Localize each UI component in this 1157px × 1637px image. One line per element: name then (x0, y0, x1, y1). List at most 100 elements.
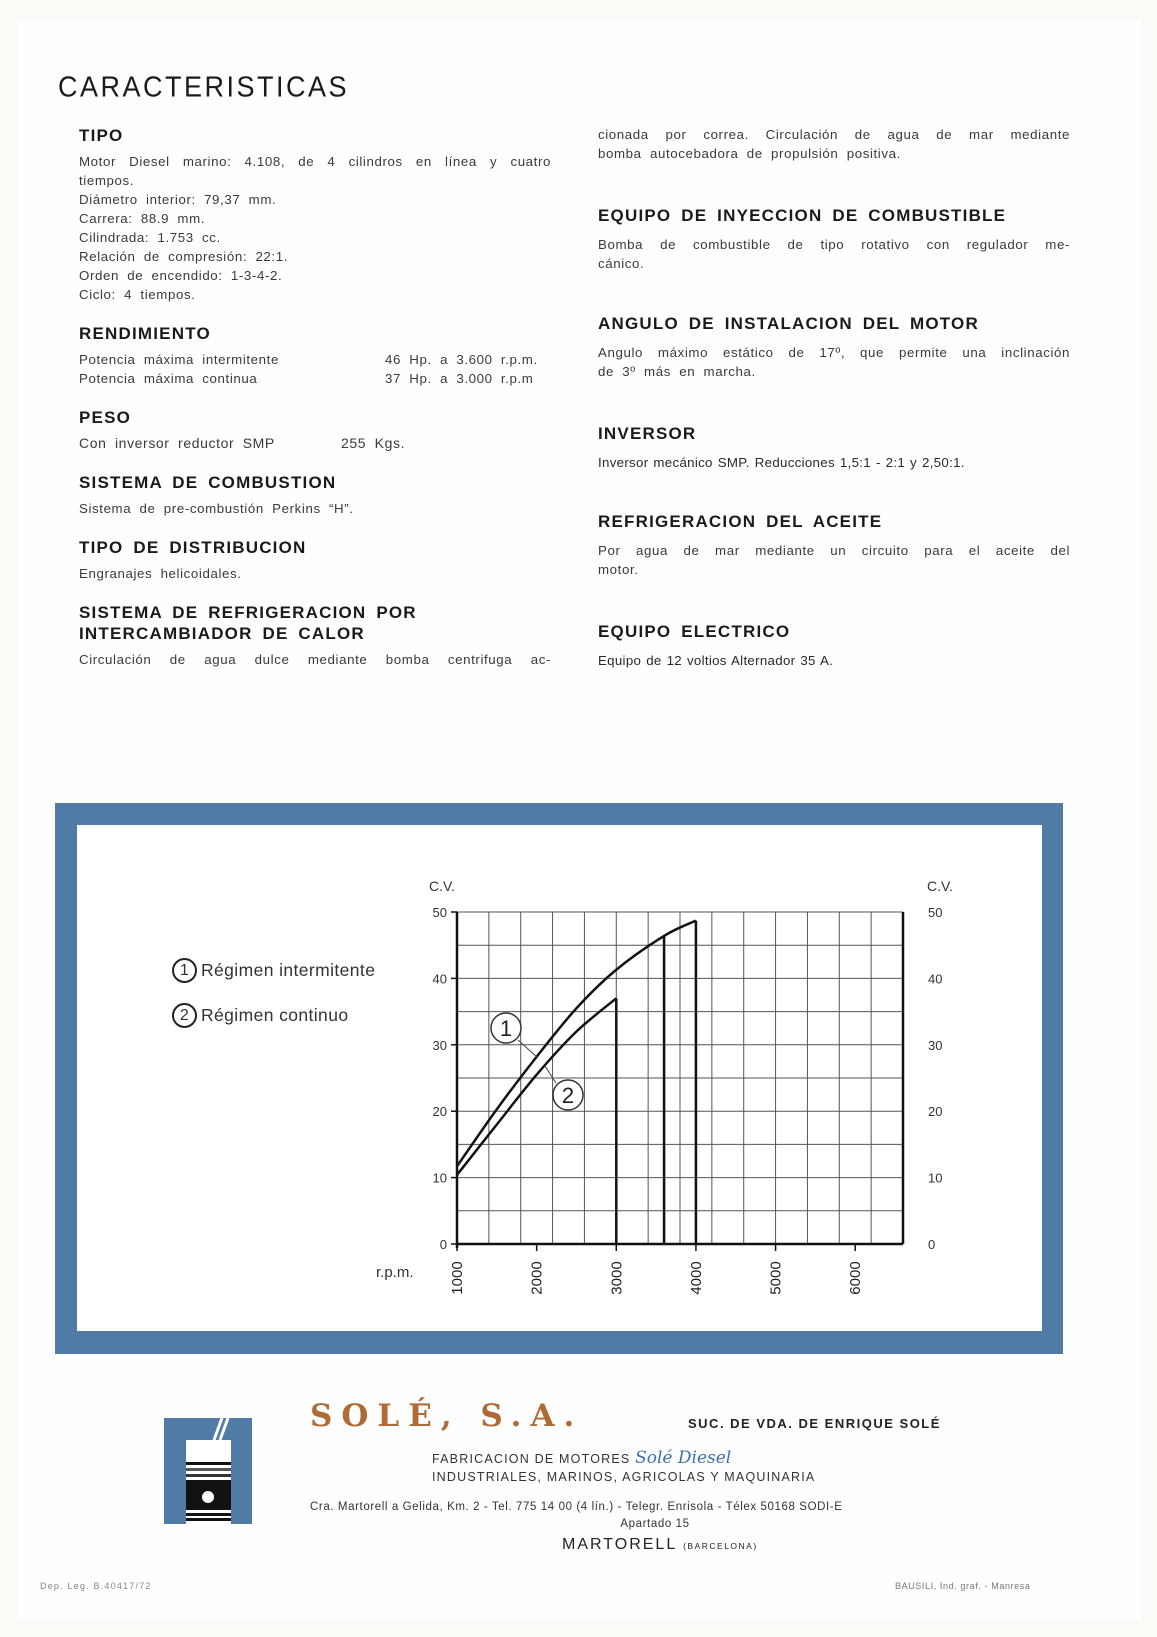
sole-logo (164, 1418, 252, 1524)
section-heading: SISTEMA DE COMBUSTION (79, 473, 337, 492)
y-tick-label-left: 50 (433, 905, 447, 920)
section-body: Bomba de combustible de tipo rotativo co… (598, 235, 1070, 273)
y-tick-label-right: 40 (928, 971, 942, 986)
text-line: Carrera: 88.9 mm. (79, 211, 206, 226)
section-refrigeracion: SISTEMA DE REFRIGERACION POR INTERCAMBIA… (79, 602, 551, 669)
spec-value: 37 Hp. a 3.000 r.p.m (385, 371, 534, 386)
spec-value: 255 Kgs. (341, 435, 406, 451)
section-body: Sistema de pre-combustión Perkins “H”. (79, 501, 354, 516)
company-name: SOLÉ, S.A. (310, 1398, 584, 1434)
section-body: Equipo de 12 voltios Alternador 35 A. (598, 653, 834, 668)
page-title: CARACTERISTICAS (58, 71, 350, 103)
section-body: Motor Diesel marino: 4.108, de 4 cilindr… (79, 152, 551, 304)
section-body: Inversor mecánico SMP. Reducciones 1,5:1… (598, 455, 965, 470)
y-axis-label-right: C.V. (927, 878, 953, 894)
section-body: Potencia máxima intermitente 46 Hp. a 3.6… (79, 350, 551, 388)
section-heading: TIPO DE DISTRIBUCION (79, 538, 307, 557)
y-tick-label-left: 10 (433, 1171, 447, 1186)
spec-value: 46 Hp. a 3.600 r.p.m. (385, 352, 538, 367)
text-line: Diámetro interior: 79,37 mm. (79, 192, 277, 207)
printer-credit: BAUSILI, Ind. graf. - Manresa (895, 1581, 1031, 1591)
text-line: Circulación de agua dulce mediante bomba… (79, 652, 551, 667)
series-line-2 (456, 997, 618, 1176)
text-line: bomba autocebadora de propulsión positiv… (598, 146, 901, 161)
y-tick-label-right: 10 (928, 1171, 942, 1186)
section-heading: REFRIGERACION DEL ACEITE (598, 512, 883, 531)
city-line: MARTORELL (BARCELONA) (562, 1536, 758, 1554)
section-heading: EQUIPO DE INYECCION DE COMBUSTIBLE (598, 206, 1007, 225)
x-tick-label: 4000 (688, 1261, 705, 1294)
section-combustion: SISTEMA DE COMBUSTION Sistema de pre-com… (79, 472, 551, 518)
company-successor: SUC. DE VDA. DE ENRIQUE SOLÉ (688, 1416, 941, 1431)
section-angulo: ANGULO DE INSTALACION DEL MOTOR Angulo m… (598, 313, 1070, 381)
text-line: Ciclo: 4 tiempos. (79, 287, 196, 302)
address-line: Cra. Martorell a Gelida, Km. 2 - Tel. 77… (310, 1501, 843, 1513)
spec-label: Potencia máxima intermitente (79, 352, 279, 367)
y-tick-label-left: 0 (440, 1237, 447, 1252)
spec-label: Con inversor reductor SMP (79, 435, 275, 451)
y-tick-label-left: 20 (433, 1104, 447, 1119)
section-refrigeracion-cont: cionada por correa. Circulación de agua … (598, 125, 1070, 163)
text-line: Cilindrada: 1.753 cc. (79, 230, 221, 245)
x-tick-label: 6000 (847, 1261, 864, 1294)
marker-2-icon: 2 (172, 1003, 197, 1028)
y-tick-label-right: 30 (928, 1038, 942, 1053)
section-heading: EQUIPO ELECTRICO (598, 622, 791, 641)
section-heading: INTERCAMBIADOR DE CALOR (79, 624, 365, 643)
section-distribucion: TIPO DE DISTRIBUCION Engranajes helicoid… (79, 537, 551, 583)
legend-label: Régimen continuo (201, 1005, 349, 1025)
spec-row: Con inversor reductor SMP 255 Kgs. (79, 434, 551, 453)
fabricacion-line: FABRICACION DE MOTORES Solé Diesel (432, 1448, 731, 1468)
section-heading: TIPO (79, 126, 124, 145)
spec-label: Potencia máxima continua (79, 371, 258, 386)
section-heading: SISTEMA DE REFRIGERACION POR (79, 603, 417, 622)
sectors-line: INDUSTRIALES, MARINOS, AGRICOLAS Y MAQUI… (432, 1470, 816, 1484)
y-axis-label-left: C.V. (429, 878, 455, 894)
section-inyeccion: EQUIPO DE INYECCION DE COMBUSTIBLE Bomba… (598, 205, 1070, 273)
fabricacion-text: FABRICACION DE MOTORES (432, 1452, 631, 1466)
province: (BARCELONA) (683, 1541, 758, 1551)
section-heading: INVERSOR (598, 424, 697, 443)
text-line: Motor Diesel marino: 4.108, de 4 cilindr… (79, 154, 551, 169)
deposito-legal: Dep. Leg. B.40417/72 (40, 1581, 152, 1591)
legend-item-continuo: 2 Régimen continuo (172, 1003, 348, 1028)
x-tick-label: 2000 (529, 1261, 546, 1294)
section-body: Con inversor reductor SMP 255 Kgs. (79, 434, 551, 453)
section-peso: PESO Con inversor reductor SMP 255 Kgs. (79, 407, 551, 453)
spec-row: Potencia máxima continua 37 Hp. a 3.000 r… (79, 369, 551, 388)
text-line: Relación de compresión: 22:1. (79, 249, 289, 264)
x-tick-label: 3000 (608, 1261, 625, 1294)
text-line: cionada por correa. Circulación de agua … (598, 127, 1070, 142)
text-line: de 3º más en marcha. (598, 364, 756, 379)
text-line: Orden de encendido: 1-3-4-2. (79, 268, 283, 283)
callout-number: 2 (562, 1083, 574, 1108)
section-heading: ANGULO DE INSTALACION DEL MOTOR (598, 314, 979, 333)
legend-item-intermitente: 1 Régimen intermitente (172, 958, 375, 983)
text-line: cánico. (598, 256, 645, 271)
text-line: Por agua de mar mediante un circuito par… (598, 543, 1070, 558)
y-tick-label-right: 50 (928, 905, 942, 920)
section-inversor: INVERSOR Inversor mecánico SMP. Reduccio… (598, 423, 1070, 472)
section-body: cionada por correa. Circulación de agua … (598, 125, 1070, 163)
x-tick-label: 1000 (449, 1261, 466, 1294)
marker-1-icon: 1 (172, 958, 197, 983)
legend-label: Régimen intermitente (201, 960, 376, 980)
section-heading: RENDIMIENTO (79, 324, 211, 343)
spec-row: Potencia máxima intermitente 46 Hp. a 3.6… (79, 350, 551, 369)
text-line: Bomba de combustible de tipo rotativo co… (598, 237, 1070, 252)
city: MARTORELL (562, 1536, 677, 1553)
y-tick-label-right: 0 (928, 1237, 935, 1252)
y-tick-label-left: 40 (433, 971, 447, 986)
callout-leader (544, 1065, 557, 1084)
x-tick-label: 5000 (768, 1261, 785, 1294)
callout-number: 1 (500, 1016, 512, 1041)
callout-circle (490, 1012, 522, 1044)
brand-script: Solé Diesel (635, 1448, 732, 1468)
section-body: Angulo máximo estático de 17º, que permi… (598, 343, 1070, 381)
callout-circle (552, 1079, 584, 1111)
callout-leader (517, 1039, 537, 1058)
section-heading: PESO (79, 408, 132, 427)
text-line: tiempos. (79, 173, 135, 188)
section-body: Por agua de mar mediante un circuito par… (598, 541, 1070, 579)
